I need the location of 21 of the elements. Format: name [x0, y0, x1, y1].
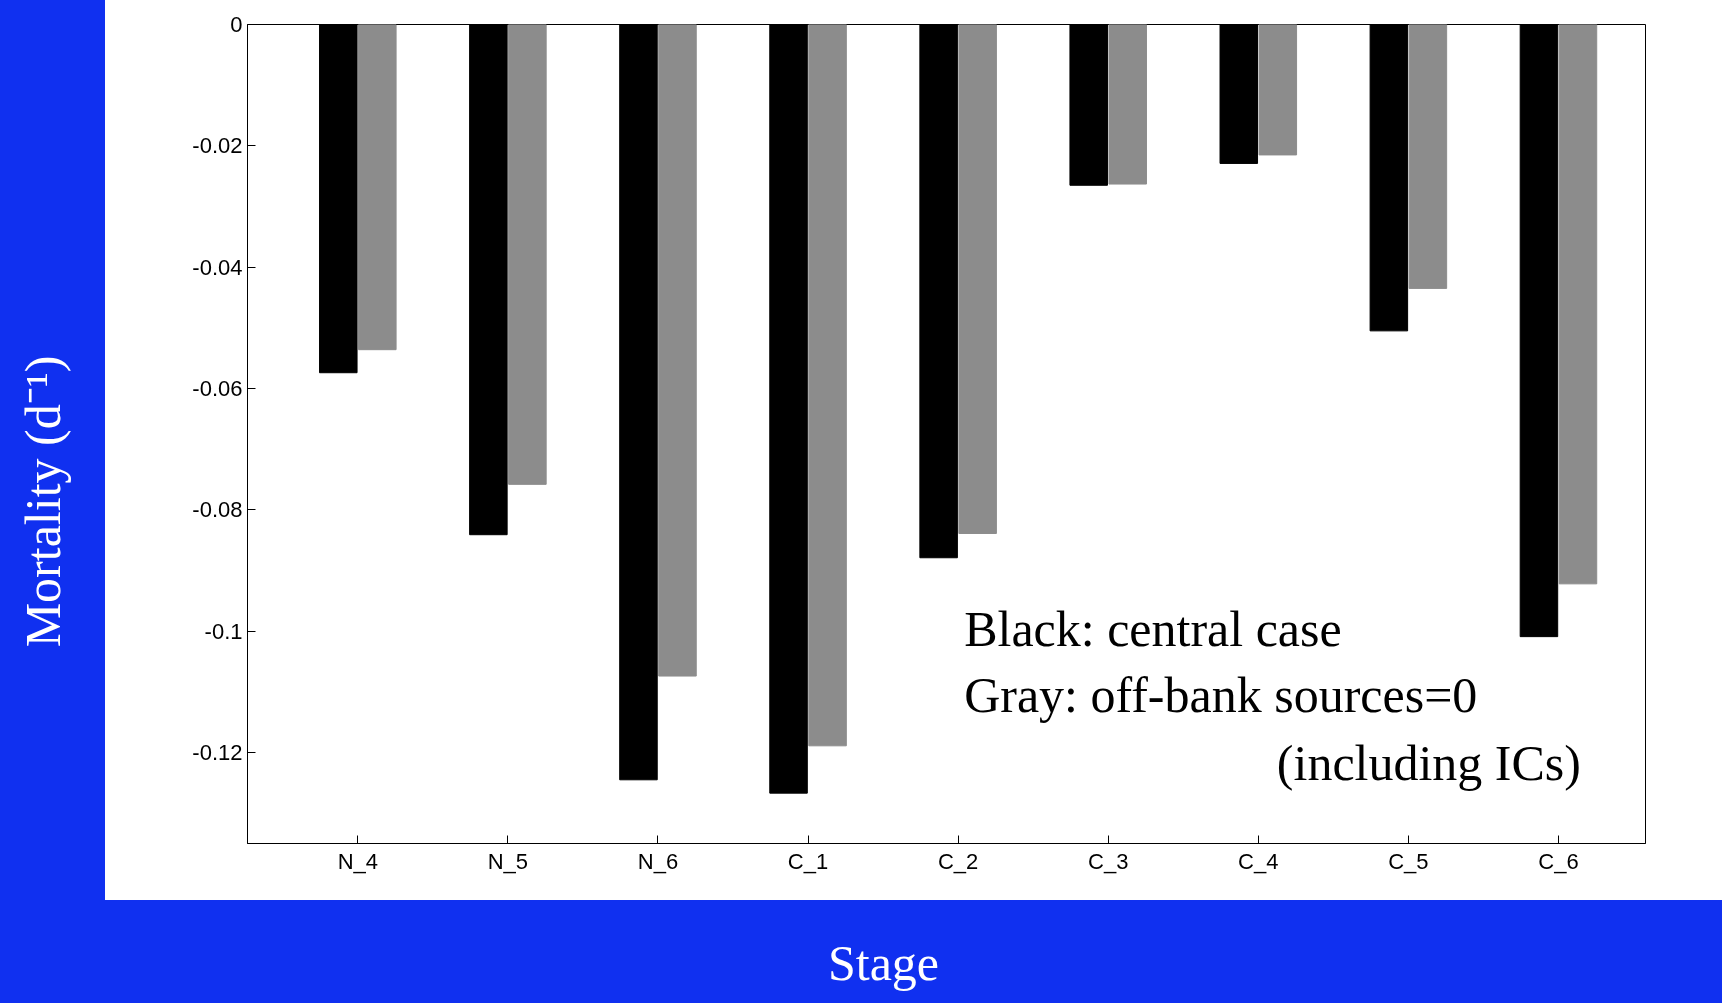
y-axis-title: Mortality (d⁻¹): [14, 354, 72, 650]
x-tick-label: C_1: [787, 848, 829, 874]
x-tick-label: C_3: [1088, 848, 1129, 874]
y-tick-label: 0: [230, 12, 243, 37]
x-tick-label: C_6: [1538, 848, 1579, 874]
annotation: (including ICs): [1276, 735, 1581, 792]
y-tick-label: -0.04: [192, 254, 243, 280]
x-axis-title: Stage: [826, 934, 941, 993]
x-tick-label: N_4: [337, 848, 378, 874]
x-tick-label: N_6: [637, 848, 679, 874]
annotation: Black: central case: [964, 601, 1342, 658]
y-tick-label: -0.06: [192, 376, 243, 401]
y-tick-label: -0.08: [192, 497, 243, 523]
x-tick-label: C_2: [937, 848, 979, 874]
y-tick-label: -0.02: [192, 133, 243, 159]
y-tick-label: -0.12: [192, 740, 243, 765]
annotation: Gray: off-bank sources=0: [964, 667, 1478, 724]
y-tick-label: -0.1: [204, 618, 243, 644]
x-tick-label: N_5: [487, 848, 529, 874]
x-tick-label: C_4: [1238, 848, 1279, 874]
x-tick-label: C_5: [1388, 848, 1429, 874]
